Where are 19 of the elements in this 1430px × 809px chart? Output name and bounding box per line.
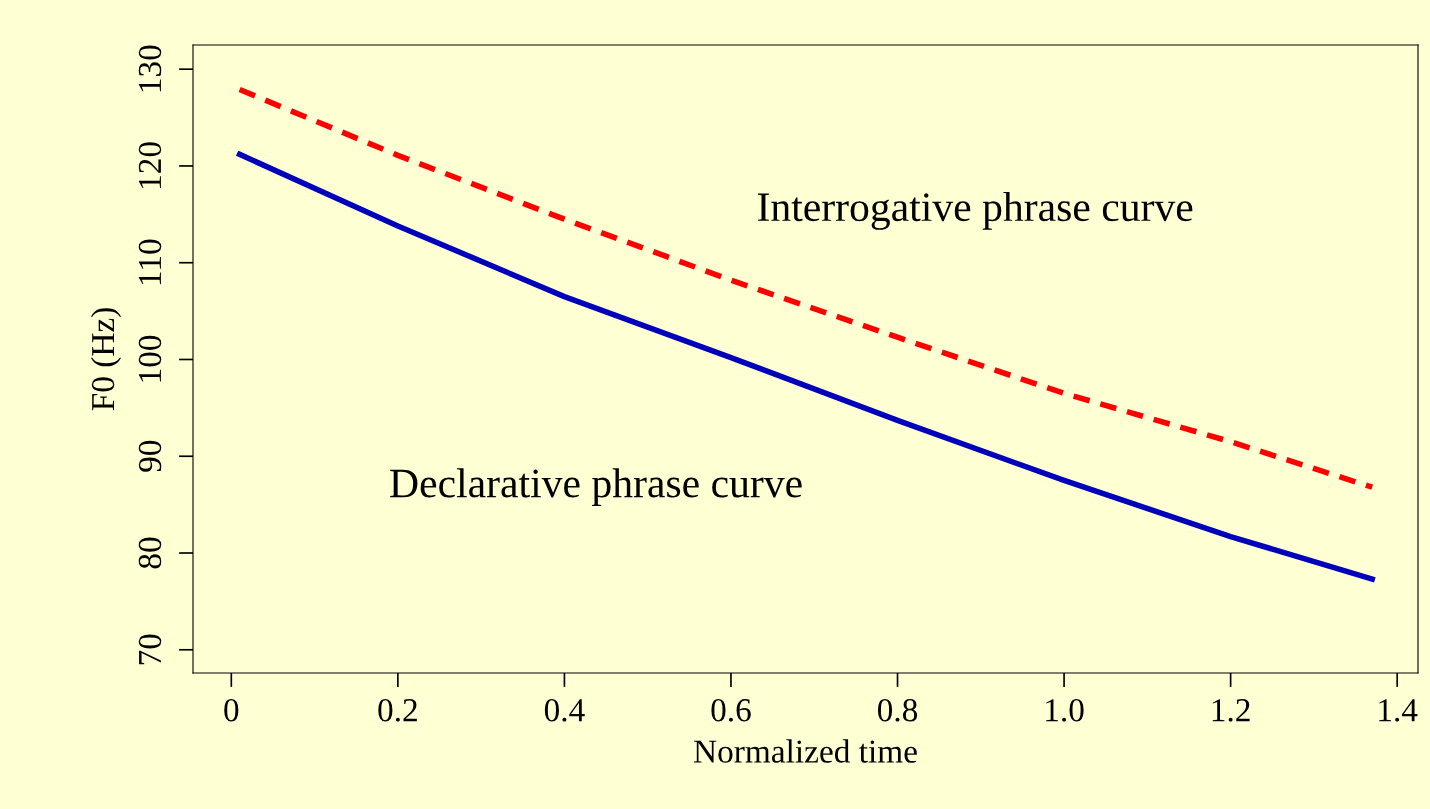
x-tick-label: 1.4 — [1379, 699, 1418, 722]
x-tick-label: 1.2 — [1212, 699, 1250, 722]
y-tick-label: 120 — [138, 142, 162, 189]
y-tick-label: 80 — [138, 537, 162, 569]
y-axis-title: F0 (Hz) — [90, 308, 122, 411]
y-tick-label: 100 — [138, 335, 162, 382]
series-label: Declarative phrase curve — [390, 468, 802, 507]
x-tick-label: 0.4 — [544, 698, 585, 722]
y-tick-label: 110 — [138, 239, 162, 285]
y-tick-label: 90 — [138, 440, 162, 472]
x-tick-label: 1.0 — [1046, 698, 1084, 722]
y-tick-label: 130 — [138, 45, 162, 92]
x-axis-title: Normalized time — [694, 739, 917, 763]
x-tick-label: 0.6 — [711, 698, 751, 722]
x-tick-label: 0.8 — [877, 698, 918, 722]
y-tick-label: 70 — [138, 634, 162, 665]
x-tick-label: 0 — [224, 698, 239, 722]
series-label: Interrogative phrase curve — [758, 191, 1193, 230]
x-tick-label: 0.2 — [378, 698, 417, 722]
